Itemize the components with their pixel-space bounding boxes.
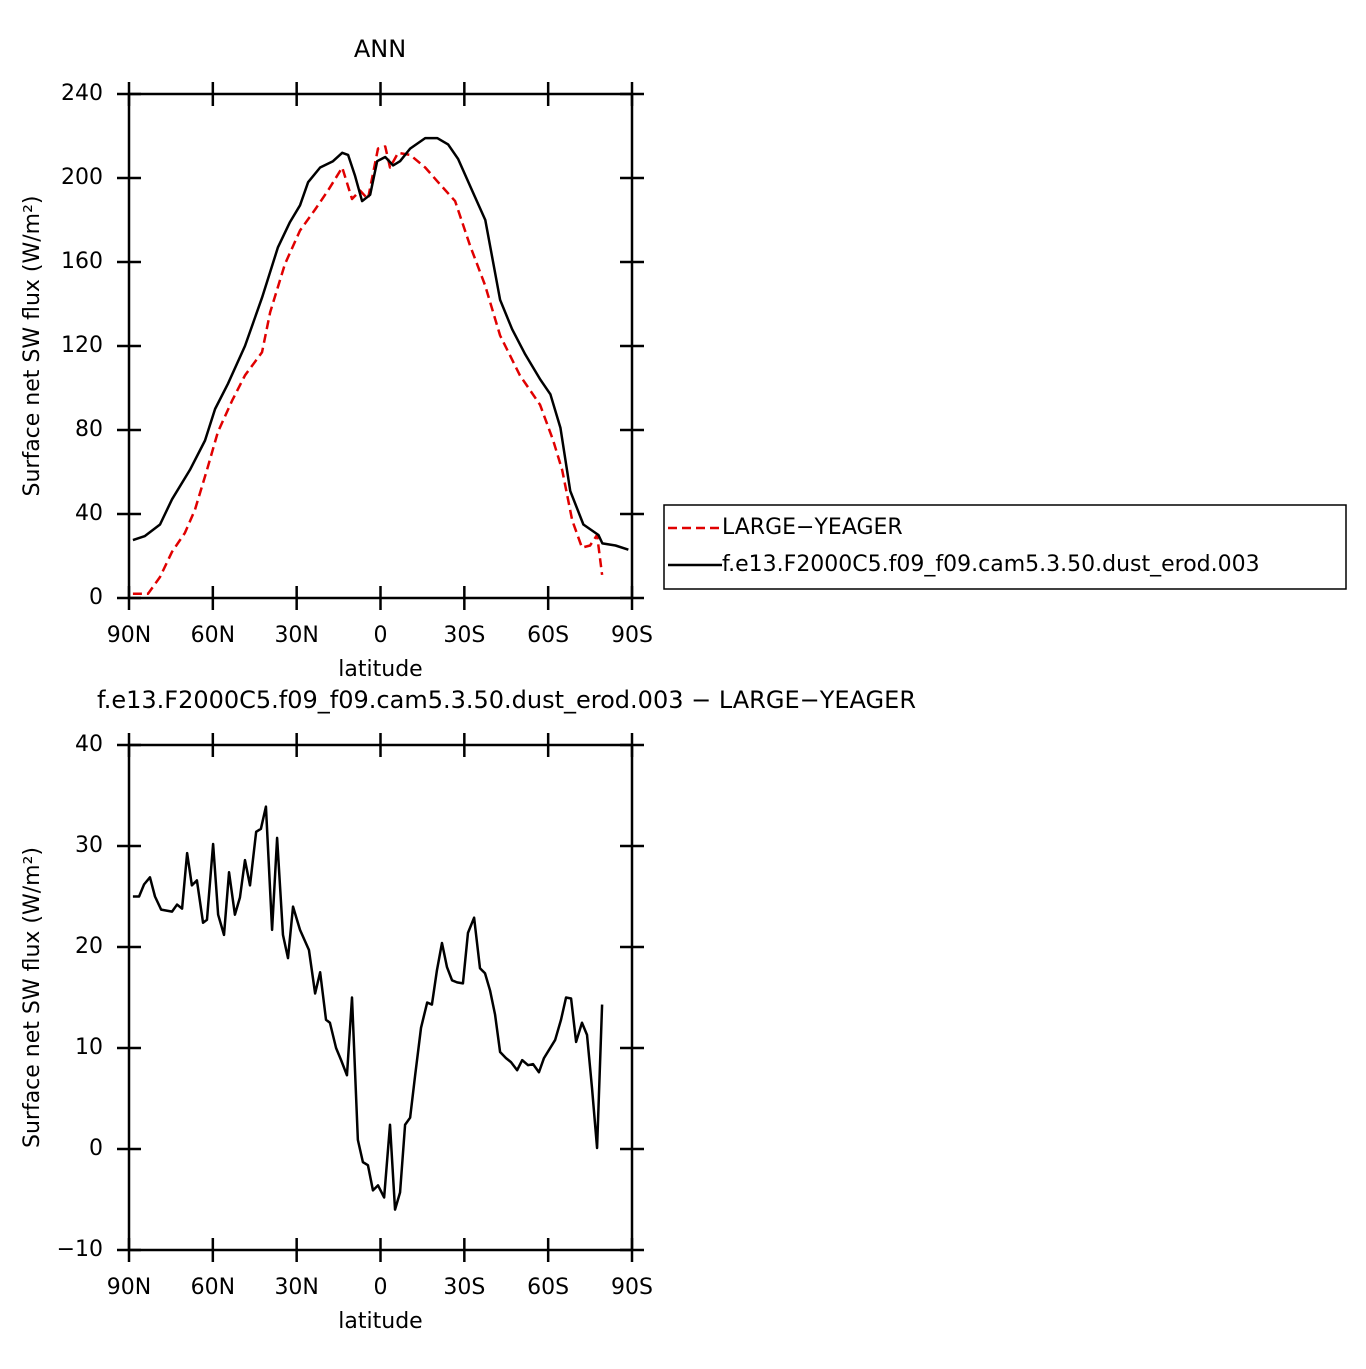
x-tick-label: 90S	[611, 623, 653, 648]
y-tick-label: 20	[75, 934, 103, 959]
y-axis-label: Surface net SW flux (W/m²)	[20, 195, 45, 496]
x-tick-label: 90N	[107, 623, 151, 648]
x-tick-label: 60S	[527, 623, 569, 648]
x-tick-label: 60N	[191, 1275, 235, 1300]
legend-label: f.e13.F2000C5.f09_f09.cam5.3.50.dust_ero…	[722, 552, 1260, 577]
chart-title: f.e13.F2000C5.f09_f09.cam5.3.50.dust_ero…	[97, 686, 916, 714]
y-tick-label: 240	[61, 81, 103, 106]
x-tick-label: 30N	[274, 623, 318, 648]
legend-box	[663, 504, 1347, 590]
y-tick-label: 200	[61, 165, 103, 190]
legend-label: LARGE−YEAGER	[722, 515, 903, 540]
x-axis-label: latitude	[338, 1309, 422, 1334]
data-line	[132, 145, 604, 596]
y-tick-label: 0	[89, 585, 103, 610]
x-axis-label: latitude	[338, 657, 422, 682]
y-tick-label: 80	[75, 417, 103, 442]
data-line	[132, 805, 604, 1211]
y-tick-label: 30	[75, 833, 103, 858]
x-tick-label: 0	[374, 623, 388, 648]
x-tick-label: 0	[374, 1275, 388, 1300]
y-tick-label: 120	[61, 333, 103, 358]
y-tick-label: 0	[89, 1136, 103, 1161]
y-tick-label: 10	[75, 1035, 103, 1060]
y-tick-label: 40	[75, 732, 103, 757]
y-tick-label: −10	[57, 1237, 103, 1262]
x-tick-label: 90N	[107, 1275, 151, 1300]
y-tick-label: 160	[61, 249, 103, 274]
x-tick-label: 60N	[191, 623, 235, 648]
y-axis-label: Surface net SW flux (W/m²)	[20, 847, 45, 1148]
data-line	[132, 136, 629, 551]
x-tick-label: 30S	[443, 623, 485, 648]
x-tick-label: 90S	[611, 1275, 653, 1300]
chart-title: ANN	[354, 35, 406, 63]
x-tick-label: 30N	[274, 1275, 318, 1300]
plot-frame	[127, 743, 634, 1252]
x-tick-label: 30S	[443, 1275, 485, 1300]
plot-frame	[127, 92, 634, 600]
y-tick-label: 40	[75, 501, 103, 526]
x-tick-label: 60S	[527, 1275, 569, 1300]
